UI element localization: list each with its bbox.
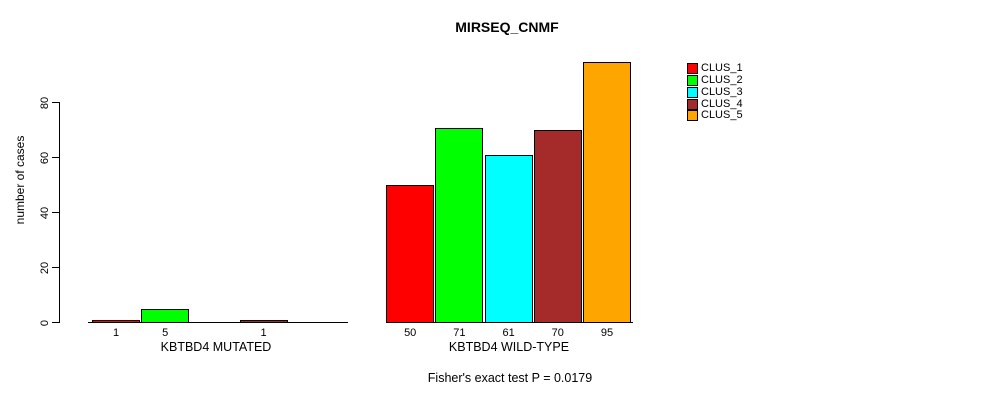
bar-value-label: 61 xyxy=(502,327,515,339)
bar-value-label: 70 xyxy=(551,327,564,339)
legend-item: CLUS_5 xyxy=(687,109,743,121)
legend-color-swatch xyxy=(687,98,698,110)
x-axis-group-label-mutated: KBTBD4 MUTATED xyxy=(160,340,272,354)
bar-clus-2 xyxy=(141,309,189,323)
bar-value-label: 1 xyxy=(112,327,120,339)
bar-clus-4 xyxy=(534,130,582,323)
y-axis-tick-label: 40 xyxy=(39,206,51,219)
y-axis-tick xyxy=(52,322,59,323)
legend-item: CLUS_1 xyxy=(687,62,743,74)
bar-clus-1 xyxy=(92,320,140,323)
bar-clus-4 xyxy=(240,320,288,323)
legend-color-swatch xyxy=(687,74,698,86)
bar-value-label: 95 xyxy=(600,327,614,339)
bar-value-label: 71 xyxy=(453,327,466,339)
x-axis-group-label-wild-type: KBTBD4 WILD-TYPE xyxy=(448,340,570,354)
bar-value-label: 50 xyxy=(404,327,417,339)
legend-item: CLUS_4 xyxy=(687,98,743,110)
legend: CLUS_1 CLUS_2 CLUS_3 CLUS_4 CLUS_5 xyxy=(687,62,807,132)
legend-label: CLUS_3 xyxy=(701,86,743,98)
bar-value-label: 5 xyxy=(162,327,169,339)
y-axis-tick xyxy=(52,267,59,268)
y-axis-tick xyxy=(52,212,59,213)
legend-color-swatch xyxy=(687,62,698,74)
y-axis-tick-label: 20 xyxy=(39,261,51,274)
y-axis-tick-label: 0 xyxy=(39,319,51,326)
y-axis-tick xyxy=(52,102,59,103)
bar-clus-2 xyxy=(435,128,483,323)
x-axis-baseline xyxy=(88,322,348,323)
plot-title: MIRSEQ_CNMF xyxy=(455,19,559,35)
footer-annotation: Fisher's exact test P = 0.0179 xyxy=(427,371,593,385)
bar-value-label: 1 xyxy=(260,327,267,339)
y-axis-tick-label: 60 xyxy=(39,151,51,164)
bar-clus-1 xyxy=(386,185,434,323)
y-axis-line xyxy=(59,102,60,323)
legend-label: CLUS_1 xyxy=(701,62,743,74)
legend-item: CLUS_2 xyxy=(687,74,743,86)
legend-item: CLUS_3 xyxy=(687,86,743,98)
y-axis-tick xyxy=(52,157,59,158)
legend-color-swatch xyxy=(687,86,698,98)
legend-label: CLUS_5 xyxy=(701,109,743,121)
bar-clus-5 xyxy=(583,62,631,323)
bar-clus-3 xyxy=(485,155,533,323)
y-axis-tick-label: 80 xyxy=(39,96,51,109)
legend-color-swatch xyxy=(687,109,698,121)
legend-label: CLUS_4 xyxy=(701,98,743,110)
legend-label: CLUS_2 xyxy=(701,74,743,86)
